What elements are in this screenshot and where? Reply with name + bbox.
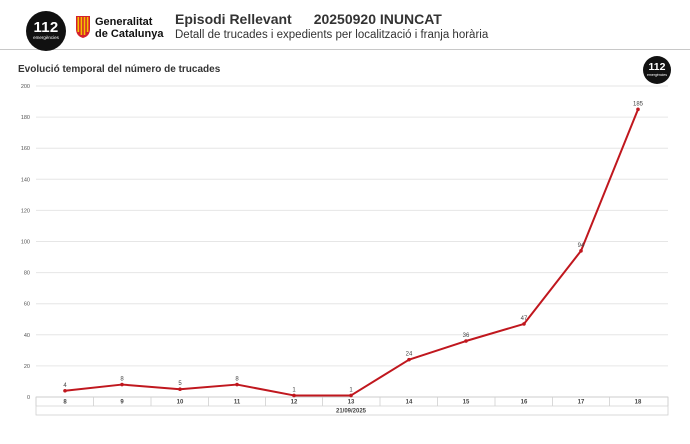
data-label: 185 [633,101,644,107]
data-point [63,388,67,393]
small-logo-subtitle: emergències [646,73,668,77]
data-label: 47 [521,316,528,322]
data-label: 8 [120,377,124,383]
series-line [64,108,639,397]
x-tick-label: 11 [234,400,241,406]
y-tick-label: 120 [21,208,30,214]
x-tick-label: 8 [63,400,67,406]
y-tick-label: 0 [27,395,30,401]
data-point [349,393,353,398]
data-label: 1 [349,387,353,393]
emergency-112-small-logo: 112 emergències [643,56,671,84]
logo-number: 112 [33,19,59,36]
x-tick-label: 18 [635,400,642,406]
data-label: 1 [292,387,296,393]
data-label: 8 [235,377,239,383]
data-label: 94 [578,243,585,249]
x-tick-label: 15 [463,400,470,406]
episode-code: 20250920 INUNCAT [313,11,442,27]
gencat-line-2: de Catalunya [95,28,164,40]
page-header: 112 emergències Generalitat de Catalunya… [0,0,690,51]
x-group-label: 21/09/2025 [336,409,367,415]
data-point [636,107,640,112]
data-label: 5 [178,381,182,387]
generalitat-wordmark: Generalitat de Catalunya [95,16,163,40]
y-tick-label: 100 [21,240,30,246]
data-point [407,357,411,362]
y-tick-label: 180 [21,115,30,121]
data-point [178,387,182,392]
data-point [522,322,526,326]
emergency-112-logo: 112 emergències [26,11,66,51]
generalitat-emblem-icon [75,15,91,39]
data-point [464,339,468,343]
x-tick-label: 9 [120,400,124,406]
logo-subtitle: emergències [33,35,59,40]
episode-title: Episodi Rellevant [175,11,292,27]
x-tick-label: 10 [177,400,184,406]
y-tick-label: 140 [21,177,30,183]
y-tick-label: 40 [24,333,30,339]
chart-title: Evolució temporal del número de trucades [18,64,221,75]
x-tick-label: 17 [578,400,585,406]
data-label: 24 [406,352,413,358]
y-tick-label: 200 [21,84,30,90]
y-tick-label: 80 [24,271,30,277]
chart-grid [36,85,668,398]
data-point [120,382,124,387]
page-subtitle: Detall de trucades i expedients per loca… [175,29,489,41]
x-tick-label: 16 [521,400,528,406]
x-tick-label: 13 [348,400,355,406]
data-point [579,249,583,253]
small-logo-number: 112 [648,61,666,73]
gencat-line-1: Generalitat [95,16,153,28]
x-tick-label: 12 [291,400,298,406]
page-title: Episodi Rellevant 20250920 INUNCAT [175,11,442,27]
y-tick-label: 160 [21,146,30,152]
data-point [235,382,239,387]
x-tick-label: 14 [406,400,413,406]
y-tick-label: 60 [24,302,30,308]
data-point [292,393,296,398]
data-label: 4 [63,383,67,389]
data-label: 36 [463,333,470,339]
y-tick-label: 20 [24,364,30,370]
